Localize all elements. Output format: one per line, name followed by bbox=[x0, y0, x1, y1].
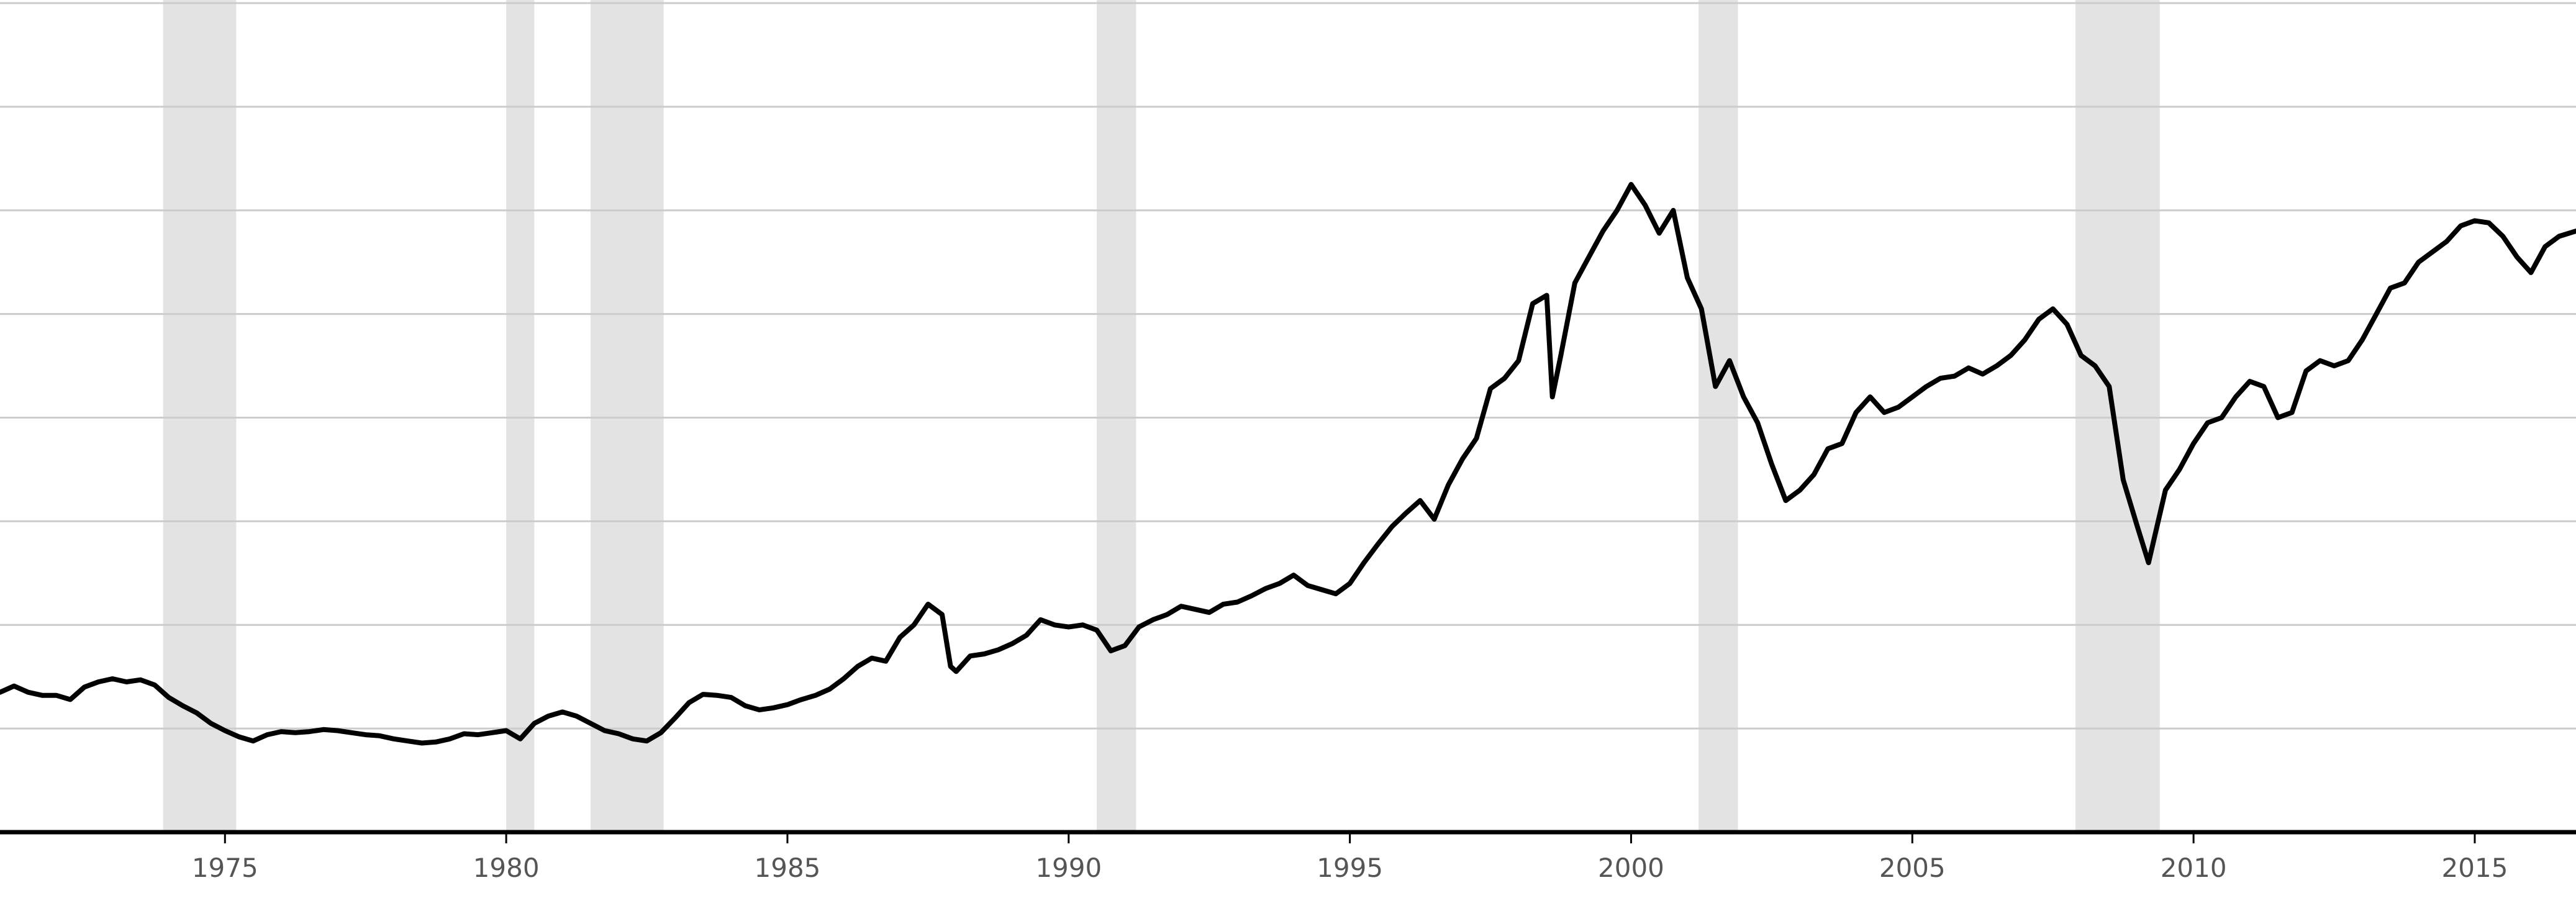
x-tick-label-7: 2010 bbox=[2161, 853, 2227, 883]
recession-band-5 bbox=[2075, 0, 2160, 832]
x-tick-label-8: 2015 bbox=[2442, 853, 2508, 883]
x-tick-label-3: 1990 bbox=[1035, 853, 1102, 883]
x-tick-labels: 1975 1980 1985 1990 1995 2000 2005 2010 2015 bbox=[192, 832, 2508, 883]
recession-band-3 bbox=[1097, 0, 1136, 832]
recession-band-4 bbox=[1698, 0, 1738, 832]
x-tick-label-4: 1995 bbox=[1317, 853, 1383, 883]
series-line-group bbox=[0, 182, 2576, 746]
recession-bands bbox=[163, 0, 2160, 832]
x-tick-label-2: 1985 bbox=[755, 853, 821, 883]
x-tick-label-0: 1975 bbox=[192, 853, 258, 883]
x-tick-label-5: 2000 bbox=[1598, 853, 1664, 883]
x-tick-label-1: 1980 bbox=[473, 853, 540, 883]
recession-band-1 bbox=[506, 0, 535, 832]
recession-band-2 bbox=[590, 0, 664, 832]
series-line-0 bbox=[0, 182, 2576, 746]
x-tick-label-6: 2005 bbox=[1879, 853, 1946, 883]
y-gridlines bbox=[0, 2, 2576, 730]
recession-band-0 bbox=[163, 0, 237, 832]
